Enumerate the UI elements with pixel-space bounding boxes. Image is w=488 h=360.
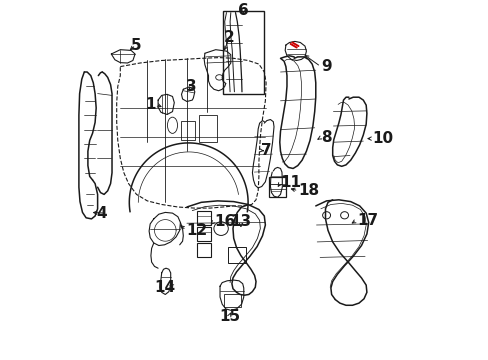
Bar: [197, 243, 210, 257]
Text: 17: 17: [356, 213, 377, 228]
Bar: [199, 115, 216, 142]
Text: 9: 9: [320, 59, 331, 74]
Bar: [197, 227, 210, 241]
Bar: [268, 177, 285, 197]
Text: 10: 10: [371, 131, 393, 146]
Text: 2: 2: [224, 30, 234, 45]
Text: 11: 11: [280, 175, 301, 190]
Bar: [197, 211, 210, 225]
Text: 13: 13: [230, 214, 251, 229]
Text: 15: 15: [218, 309, 240, 324]
Text: 5: 5: [130, 37, 141, 53]
Text: 8: 8: [320, 130, 331, 145]
Text: 4: 4: [96, 206, 107, 221]
Text: 18: 18: [298, 183, 319, 198]
Text: 3: 3: [185, 79, 196, 94]
Text: 6: 6: [238, 3, 248, 18]
Bar: [181, 121, 195, 140]
Bar: [228, 247, 245, 263]
Text: 1: 1: [145, 97, 155, 112]
Text: 16: 16: [213, 214, 235, 229]
Bar: [223, 294, 241, 307]
Bar: [223, 11, 264, 94]
Text: 7: 7: [260, 143, 271, 158]
Text: 12: 12: [186, 223, 207, 238]
Text: 14: 14: [154, 280, 175, 295]
